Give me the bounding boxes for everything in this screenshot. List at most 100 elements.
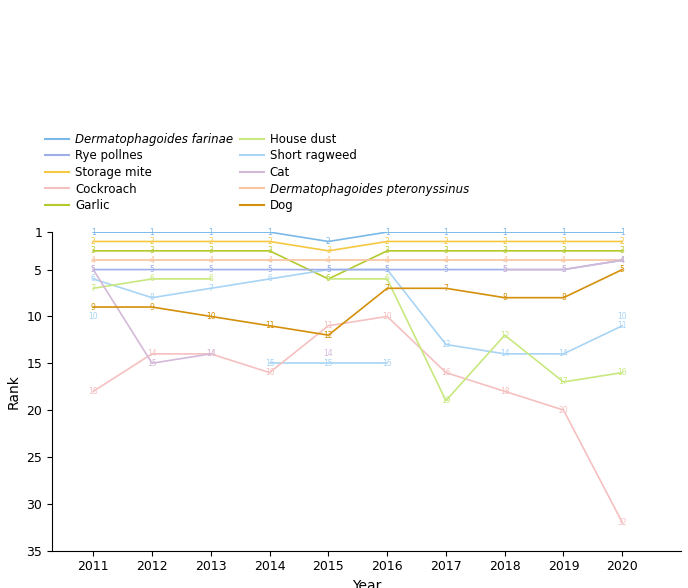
Text: 1: 1 (267, 228, 272, 236)
Text: 2: 2 (444, 237, 449, 246)
Text: 5: 5 (267, 265, 272, 274)
Text: 9: 9 (91, 303, 96, 312)
Text: 2: 2 (267, 237, 272, 246)
Text: 6: 6 (149, 275, 155, 283)
Text: 8: 8 (150, 293, 154, 302)
Text: 1: 1 (385, 228, 389, 236)
Text: 4: 4 (149, 256, 155, 265)
Text: 3: 3 (91, 246, 96, 255)
Text: 5: 5 (326, 265, 331, 274)
Text: 7: 7 (444, 284, 449, 293)
Text: 3: 3 (326, 246, 331, 255)
Text: 7: 7 (208, 284, 213, 293)
Text: 8: 8 (561, 293, 566, 302)
Text: 6: 6 (91, 275, 96, 283)
Text: 32: 32 (617, 518, 627, 527)
Text: 18: 18 (89, 387, 98, 396)
Text: 10: 10 (383, 312, 392, 321)
Text: 20: 20 (559, 406, 568, 415)
Y-axis label: Rank: Rank (7, 374, 21, 409)
Text: 12: 12 (500, 330, 509, 340)
Text: 14: 14 (206, 349, 215, 358)
Text: 4: 4 (444, 256, 449, 265)
Text: 2: 2 (91, 237, 96, 246)
Text: 15: 15 (383, 359, 392, 368)
Text: 3: 3 (149, 246, 155, 255)
Text: 7: 7 (91, 284, 96, 293)
Text: 3: 3 (561, 246, 566, 255)
Text: 18: 18 (500, 387, 509, 396)
Text: 5: 5 (502, 265, 507, 274)
Text: 2: 2 (150, 237, 154, 246)
Text: 10: 10 (89, 312, 98, 321)
Text: 6: 6 (208, 275, 213, 283)
Text: 10: 10 (206, 312, 215, 321)
Text: 2: 2 (561, 237, 566, 246)
Text: 5: 5 (208, 265, 213, 274)
Text: 11: 11 (618, 321, 627, 330)
Text: 3: 3 (267, 246, 272, 255)
Text: 5: 5 (91, 265, 96, 274)
Text: 1: 1 (502, 228, 507, 236)
Text: 5: 5 (385, 265, 389, 274)
X-axis label: Year: Year (352, 579, 381, 588)
Text: 14: 14 (323, 349, 333, 358)
Text: 16: 16 (265, 368, 275, 377)
Text: 15: 15 (323, 359, 333, 368)
Text: 5: 5 (561, 265, 566, 274)
Text: 2: 2 (502, 237, 507, 246)
Text: 1: 1 (208, 228, 213, 236)
Text: 11: 11 (323, 321, 333, 330)
Text: 6: 6 (326, 275, 331, 283)
Text: 3: 3 (444, 246, 449, 255)
Text: 3: 3 (620, 246, 625, 255)
Text: 14: 14 (500, 349, 510, 358)
Text: 4: 4 (208, 256, 213, 265)
Text: 12: 12 (323, 330, 333, 340)
Text: 2: 2 (385, 237, 389, 246)
Text: 5: 5 (502, 265, 507, 274)
Text: 4: 4 (502, 256, 507, 265)
Text: 15: 15 (147, 359, 157, 368)
Text: 13: 13 (441, 340, 451, 349)
Text: 9: 9 (149, 303, 155, 312)
Text: 19: 19 (441, 396, 451, 405)
Text: 1: 1 (150, 228, 154, 236)
Text: 4: 4 (267, 256, 272, 265)
Text: 2: 2 (326, 237, 331, 246)
Text: 5: 5 (385, 265, 389, 274)
Text: 1: 1 (91, 228, 96, 236)
Text: 4: 4 (620, 256, 625, 265)
Text: 5: 5 (326, 265, 331, 274)
Text: 5: 5 (444, 265, 449, 274)
Legend: Dermatophagoides farinae, Rye pollnes, Storage mite, Cockroach, Garlic, House du: Dermatophagoides farinae, Rye pollnes, S… (45, 133, 469, 212)
Text: 1: 1 (620, 228, 625, 236)
Text: 1: 1 (561, 228, 566, 236)
Text: 6: 6 (326, 275, 331, 283)
Text: 8: 8 (502, 293, 507, 302)
Text: 16: 16 (617, 368, 627, 377)
Text: 4: 4 (620, 256, 625, 265)
Text: 6: 6 (267, 275, 272, 283)
Text: 1: 1 (444, 228, 449, 236)
Text: 6: 6 (385, 275, 389, 283)
Text: 5: 5 (91, 265, 96, 274)
Text: 17: 17 (559, 377, 568, 386)
Text: 4: 4 (561, 256, 566, 265)
Text: 4: 4 (385, 256, 389, 265)
Text: 10: 10 (617, 312, 627, 321)
Text: 14: 14 (206, 349, 215, 358)
Text: 15: 15 (265, 359, 275, 368)
Text: 14: 14 (147, 349, 157, 358)
Text: 4: 4 (326, 256, 331, 265)
Text: 5: 5 (620, 265, 625, 274)
Text: 2: 2 (208, 237, 213, 246)
Text: 3: 3 (208, 246, 213, 255)
Text: 4: 4 (91, 256, 96, 265)
Text: 7: 7 (385, 284, 389, 293)
Text: 5: 5 (561, 265, 566, 274)
Text: 16: 16 (441, 368, 451, 377)
Text: 5: 5 (149, 265, 155, 274)
Text: 14: 14 (559, 349, 568, 358)
Text: 11: 11 (265, 321, 275, 330)
